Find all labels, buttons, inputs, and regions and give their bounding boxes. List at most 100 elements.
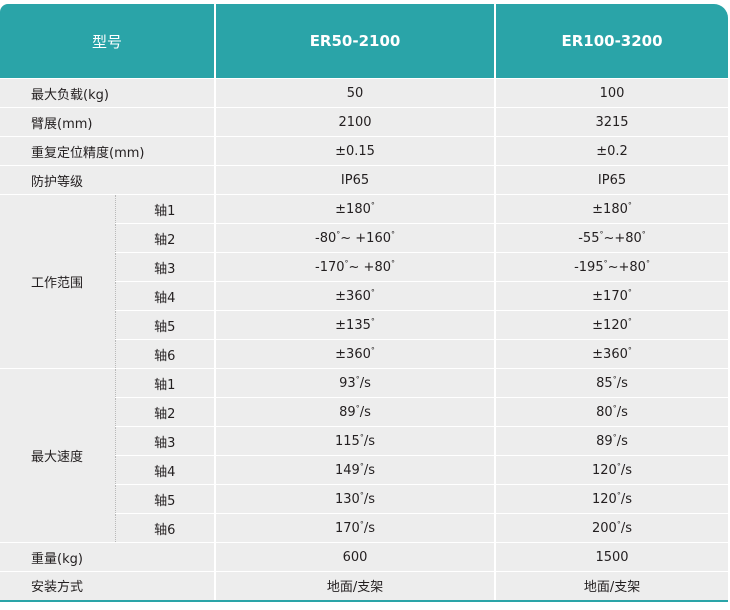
- axis-value: 115°/s: [214, 426, 496, 456]
- degree-sign: °: [627, 317, 632, 326]
- degree-sign: °: [359, 433, 364, 442]
- axis-value: -80°~ +160°: [214, 223, 496, 253]
- spec-body: 最大负载(kg) 50 100 臂展(mm) 2100 3215 重复定位精度(mm) ±0.…: [0, 78, 729, 602]
- axis-label: 轴6: [114, 339, 216, 369]
- axis-value: -195°~+80°: [494, 252, 729, 282]
- degree-sign: °: [355, 375, 360, 384]
- spec-label: 臂展(mm): [0, 107, 216, 137]
- axis-row: 轴2 -80°~ +160° -55°~+80°: [0, 223, 729, 253]
- degree-sign: °: [616, 462, 621, 471]
- axis-label: 轴1: [114, 368, 216, 398]
- model-er100-3200: ER100-3200: [494, 4, 729, 79]
- axis-label: 轴1: [114, 194, 216, 224]
- axis-row: 轴6 ±360° ±360°: [0, 339, 729, 369]
- axis-value: 149°/s: [214, 455, 496, 485]
- spec-value: 地面/支架: [214, 571, 496, 602]
- axis-row: 轴4 149°/s 120°/s: [0, 455, 729, 485]
- spec-label: 重量(kg): [0, 542, 216, 572]
- spec-label: 重复定位精度(mm): [0, 136, 216, 166]
- axis-label: 轴2: [114, 223, 216, 253]
- axis-value: ±360°: [214, 281, 496, 311]
- degree-sign: °: [391, 230, 395, 239]
- axis-label: 轴3: [114, 252, 216, 282]
- spec-value: 100: [494, 78, 729, 108]
- degree-sign: °: [391, 259, 395, 268]
- axis-value: ±180°: [214, 194, 496, 224]
- axis-label: 轴4: [114, 281, 216, 311]
- axis-label: 轴6: [114, 513, 216, 543]
- spec-row: 臂展(mm) 2100 3215: [0, 107, 729, 137]
- axis-value: ±170°: [494, 281, 729, 311]
- axis-label: 轴5: [114, 484, 216, 514]
- spec-value: 地面/支架: [494, 571, 729, 602]
- spec-value: ±0.2: [494, 136, 729, 166]
- spec-value: 50: [214, 78, 496, 108]
- axis-value: ±360°: [494, 339, 729, 369]
- degree-sign: °: [370, 346, 375, 355]
- axis-row: 轴5 ±135° ±120°: [0, 310, 729, 340]
- spec-label: 防护等级: [0, 165, 216, 195]
- axis-value: ±135°: [214, 310, 496, 340]
- axis-value: 80°/s: [494, 397, 729, 427]
- degree-sign: °: [370, 201, 375, 210]
- degree-sign: °: [641, 230, 646, 239]
- degree-sign: °: [612, 375, 617, 384]
- axis-value: 120°/s: [494, 484, 729, 514]
- spec-value: 1500: [494, 542, 729, 572]
- axis-value: 85°/s: [494, 368, 729, 398]
- spec-value: 3215: [494, 107, 729, 137]
- spec-label: 最大负载(kg): [0, 78, 216, 108]
- degree-sign: °: [355, 404, 360, 413]
- degree-sign: °: [627, 288, 632, 297]
- axis-value: 200°/s: [494, 513, 729, 543]
- degree-sign: °: [645, 259, 650, 268]
- degree-sign: °: [359, 520, 364, 529]
- axis-value: -55°~+80°: [494, 223, 729, 253]
- model-er50-2100: ER50-2100: [214, 4, 496, 79]
- degree-sign: °: [616, 520, 621, 529]
- spec-value: IP65: [214, 165, 496, 195]
- header-row: 型号 ER50-2100 ER100-3200: [0, 4, 729, 79]
- axis-row: 轴6 170°/s 200°/s: [0, 513, 729, 543]
- spec-table: 型号 ER50-2100 ER100-3200 最大负载(kg) 50 100 臂展(…: [0, 4, 729, 602]
- axis-label: 轴2: [114, 397, 216, 427]
- axis-label: 轴5: [114, 310, 216, 340]
- degree-sign: °: [359, 491, 364, 500]
- degree-sign: °: [603, 259, 608, 268]
- spec-row: 重复定位精度(mm) ±0.15 ±0.2: [0, 136, 729, 166]
- degree-sign: °: [599, 230, 604, 239]
- axis-value: -170°~ +80°: [214, 252, 496, 282]
- axis-label: 轴4: [114, 455, 216, 485]
- axis-row: 轴5 130°/s 120°/s: [0, 484, 729, 514]
- axis-value: 93°/s: [214, 368, 496, 398]
- axis-label: 轴3: [114, 426, 216, 456]
- degree-sign: °: [612, 404, 617, 413]
- axis-value: ±120°: [494, 310, 729, 340]
- degree-sign: °: [336, 230, 341, 239]
- degree-sign: °: [627, 201, 632, 210]
- spec-label: 安装方式: [0, 571, 216, 602]
- degree-sign: °: [616, 491, 621, 500]
- spec-value: IP65: [494, 165, 729, 195]
- axis-row: 工作范围 轴1 ±180° ±180°: [0, 194, 729, 369]
- degree-sign: °: [370, 288, 375, 297]
- group-label: 工作范围: [0, 194, 115, 369]
- degree-sign: °: [359, 462, 364, 471]
- axis-row: 轴3 115°/s 89°/s: [0, 426, 729, 456]
- axis-value: 89°/s: [494, 426, 729, 456]
- spec-value: 600: [214, 542, 496, 572]
- degree-sign: °: [612, 433, 617, 442]
- axis-row: 最大速度 轴1 93°/s 85°/s: [0, 368, 729, 543]
- spec-row: 重量(kg) 600 1500: [0, 542, 729, 572]
- axis-value: 89°/s: [214, 397, 496, 427]
- axis-value: ±180°: [494, 194, 729, 224]
- spec-row: 防护等级 IP65 IP65: [0, 165, 729, 195]
- spec-row: 安装方式 地面/支架 地面/支架: [0, 571, 729, 602]
- degree-sign: °: [627, 346, 632, 355]
- spec-value: 2100: [214, 107, 496, 137]
- axis-row: 轴4 ±360° ±170°: [0, 281, 729, 311]
- degree-sign: °: [370, 317, 375, 326]
- spec-value: ±0.15: [214, 136, 496, 166]
- model-header-label: 型号: [0, 4, 216, 79]
- group-label: 最大速度: [0, 368, 115, 543]
